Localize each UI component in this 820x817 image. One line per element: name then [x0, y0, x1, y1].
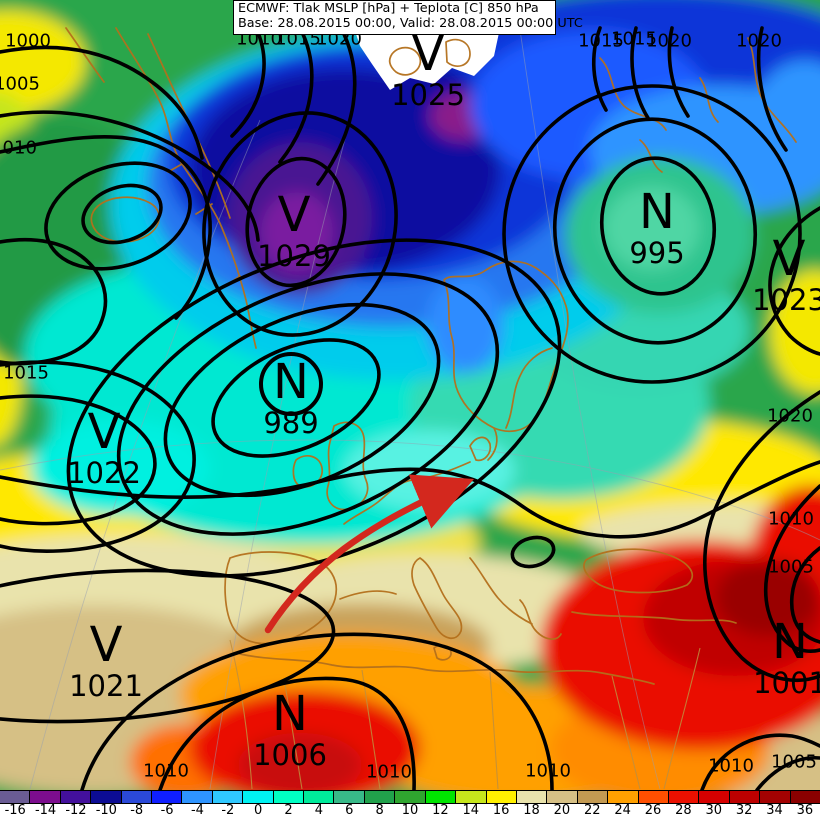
colorbar-tick-label: -6 — [160, 803, 174, 817]
colorbar-cell — [212, 791, 244, 803]
temperature-field — [0, 0, 820, 790]
colorbar-tick-label: 36 — [796, 803, 814, 817]
colorbar-tick-label: 26 — [644, 803, 662, 817]
colorbar-cell — [121, 791, 153, 803]
colorbar-cell — [395, 791, 426, 803]
colorbar-tick-label: 20 — [553, 803, 571, 817]
colorbar-tick-label: -16 — [4, 803, 26, 817]
colorbar-cell — [760, 791, 791, 803]
temperature-colorbar: -16 -14 -12 -10 -8 -6 -4 -2 0 2 4 6 8 10 12 14 16 18 20 22 2… — [0, 790, 820, 817]
colorbar-tick-label: 28 — [675, 803, 692, 817]
colorbar-band — [0, 790, 820, 804]
colorbar-tick-label: -10 — [95, 803, 117, 817]
colorbar-tick-label: 32 — [735, 803, 753, 817]
colorbar-tick-label: -12 — [65, 803, 87, 817]
title-box: ECMWF: Tlak MSLP [hPa] + Teplota [C] 850… — [233, 0, 583, 35]
colorbar-cell — [456, 791, 487, 803]
colorbar-cell — [729, 791, 761, 803]
colorbar-cell — [699, 791, 730, 803]
colorbar-tick-label: -14 — [34, 803, 57, 817]
colorbar-cell — [304, 791, 335, 803]
colorbar-cell — [608, 791, 639, 803]
colorbar-tick-label: 10 — [401, 803, 419, 817]
colorbar-cell — [182, 791, 213, 803]
colorbar-tick-label: 0 — [254, 803, 263, 817]
colorbar-tick-label: -4 — [190, 803, 204, 817]
colorbar-tick-label: 16 — [492, 803, 510, 817]
country-borders — [229, 639, 701, 790]
chart-subtitle: Base: 28.08.2015 00:00, Valid: 28.08.201… — [238, 15, 583, 31]
colorbar-tick-label: 14 — [462, 803, 480, 817]
colorbar-tick-label: 6 — [345, 803, 354, 817]
colorbar-tick-label: 12 — [432, 803, 449, 817]
map-area: V 1025 V 1029 N 995 V 1023 N 989 V 1022 V 1021 N 1006 N 1… — [0, 0, 820, 790]
ice-patch — [354, 28, 500, 90]
colorbar-tick-label: 30 — [705, 803, 723, 817]
chart-title: ECMWF: Tlak MSLP [hPa] + Teplota [C] 850… — [238, 1, 539, 16]
colorbar-cell — [516, 791, 548, 803]
colorbar-cell — [547, 791, 578, 803]
colorbar-cell — [638, 791, 669, 803]
colorbar-cell — [0, 791, 31, 803]
colorbar-cell — [790, 791, 820, 803]
colorbar-tick-label: -2 — [221, 803, 235, 817]
colorbar-tick-label: 24 — [614, 803, 631, 817]
colorbar-cell — [91, 791, 122, 803]
colorbar-tick-label: 2 — [284, 803, 293, 817]
colorbar-cell — [30, 791, 61, 803]
colorbar-tick-label: 8 — [375, 803, 384, 817]
colorbar-cell — [425, 791, 457, 803]
colorbar-tick-label: 34 — [766, 803, 783, 817]
colorbar-cell — [364, 791, 396, 803]
colorbar-cell — [486, 791, 517, 803]
weather-map-canvas — [0, 0, 820, 790]
colorbar-cell — [273, 791, 305, 803]
colorbar-tick-label: 18 — [523, 803, 540, 817]
colorbar-tick-label: -8 — [130, 803, 144, 817]
isobars — [0, 26, 820, 790]
colorbar-cell — [668, 791, 700, 803]
warm-advection-arrow — [264, 474, 474, 634]
colorbar-cell — [60, 791, 92, 803]
colorbar-cell — [577, 791, 609, 803]
colorbar-labels: -16 -14 -12 -10 -8 -6 -4 -2 0 2 4 6 8 10 12 14 16 18 20 22 2… — [0, 804, 820, 817]
colorbar-cell — [152, 791, 183, 803]
colorbar-cell — [334, 791, 365, 803]
colorbar-cell — [243, 791, 274, 803]
colorbar-tick-label: 22 — [584, 803, 601, 817]
colorbar-tick-label: 4 — [314, 803, 324, 817]
